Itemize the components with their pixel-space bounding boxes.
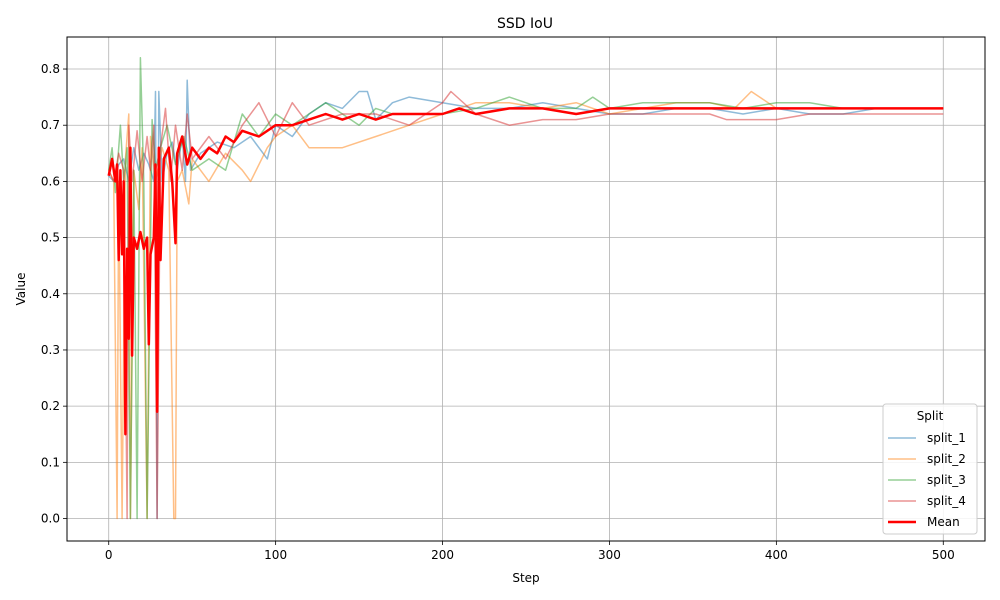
x-tick-label: 0 (105, 548, 113, 562)
x-tick-label: 200 (431, 548, 454, 562)
legend-items: split_1 split_2 split_3 split_4 Mean (888, 431, 966, 529)
legend-label: split_1 (927, 431, 966, 445)
legend-label: split_3 (927, 473, 966, 487)
plot-frame (66, 36, 986, 542)
y-tick-label: 0.4 (41, 287, 60, 301)
y-tick-label: 0.1 (41, 455, 60, 469)
legend-label: split_2 (927, 452, 966, 466)
y-tick-label: 0.8 (41, 62, 60, 76)
series-line-split-4 (108, 90, 944, 520)
legend-label: Mean (927, 515, 960, 529)
grid (67, 37, 985, 541)
y-tick-label: 0.5 (41, 231, 60, 245)
x-tick-label: 300 (598, 548, 621, 562)
chart-title: SSD IoU (497, 16, 553, 32)
legend-title: Split (917, 409, 944, 423)
y-axis-label: Value (14, 273, 28, 306)
y-tick-label: 0.6 (41, 174, 60, 188)
x-tick-label: 500 (932, 548, 955, 562)
y-tick-label: 0.7 (41, 118, 60, 132)
y-tick-label: 0.0 (41, 512, 60, 526)
y-tick-label: 0.3 (41, 343, 60, 357)
x-axis-label: Step (512, 571, 539, 585)
series-line-mean (107, 107, 944, 436)
legend-label: split_4 (927, 494, 966, 508)
series-lines (107, 57, 944, 520)
x-tick-label: 100 (264, 548, 287, 562)
x-tick-label: 400 (765, 548, 788, 562)
axis-ticks: 0 100 200 300 400 500 0.0 0.1 0.2 0.3 0.4 0.5 0.6 0.7… (41, 62, 955, 562)
legend: Split split_1 split_2 split_3 split_4 Mean (882, 403, 978, 535)
y-tick-label: 0.2 (41, 399, 60, 413)
